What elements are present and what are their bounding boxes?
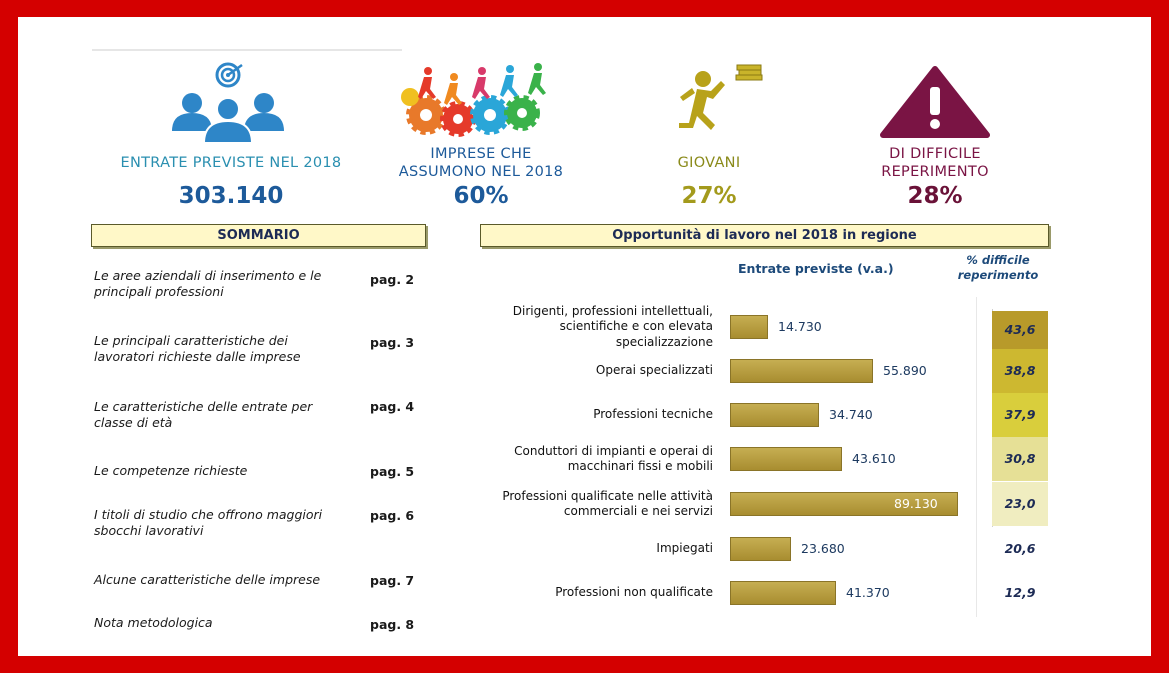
runner-books-icon [584, 57, 834, 145]
category-label: Dirigenti, professioni intellettuali, sci… [512, 303, 713, 349]
pct-cell: 37,9 [992, 393, 1048, 437]
warning-triangle-icon [810, 57, 1060, 145]
kpi-label: IMPRESE CHE ASSUMONO NEL 2018 [398, 146, 564, 180]
toc-item-page: pag. 5 [370, 464, 415, 479]
bar [730, 315, 768, 339]
kpi-label: GIOVANI [677, 155, 741, 171]
kpi-entrate-previste: ENTRATE PREVISTE NEL 2018 303.140 [106, 57, 356, 209]
gears-runners-icon [356, 57, 606, 145]
toc-item-title: Le competenze richieste [94, 463, 248, 478]
bar-value-label: 23.680 [801, 541, 845, 556]
kpi-value: 303.140 [178, 183, 284, 209]
bar [730, 447, 842, 471]
bar-value-label: 43.610 [852, 451, 896, 466]
kpi-imprese-assumono: IMPRESE CHE ASSUMONO NEL 2018 60% [356, 57, 606, 209]
toc-item-page: pag. 6 [370, 508, 415, 523]
toc-item-page: pag. 7 [370, 573, 415, 588]
value-column-header: Entrate previste (v.a.) [738, 261, 894, 276]
bar [730, 403, 819, 427]
pct-cell: 23,0 [992, 482, 1048, 526]
bar-value-label: 34.740 [829, 407, 873, 422]
toc-item-title: Le aree aziendali di inserimento e le pri… [94, 268, 322, 299]
category-label: Conduttori di impianti e operai di macchi… [514, 443, 713, 474]
grid-line [976, 297, 977, 617]
toc-item-page: pag. 8 [370, 617, 415, 632]
bar [730, 537, 791, 561]
pct-cell: 30,8 [992, 437, 1048, 481]
pct-cell: 12,9 [992, 571, 1048, 615]
top-divider [92, 49, 402, 51]
chart-title: Opportunità di lavoro nel 2018 in region… [480, 224, 1049, 247]
bar [730, 359, 873, 383]
people-target-icon [106, 57, 356, 145]
kpi-value: 28% [907, 183, 963, 209]
pct-cell: 38,8 [992, 349, 1048, 393]
bar-value-label: 89.130 [894, 496, 938, 511]
bar-value-label: 14.730 [778, 319, 822, 334]
bar [730, 492, 958, 516]
toc-item-page: pag. 4 [370, 399, 415, 414]
kpi-value: 27% [681, 183, 737, 209]
pct-column-header: % difficile reperimento [957, 253, 1039, 282]
bar-value-label: 55.890 [883, 363, 927, 378]
sommario-header: SOMMARIO [91, 224, 426, 247]
pct-cell: 43,6 [992, 311, 1048, 349]
toc-item-title: Alcune caratteristiche delle imprese [94, 572, 321, 587]
toc-item-title: Nota metodologica [94, 615, 213, 630]
toc-item-page: pag. 2 [370, 272, 415, 287]
category-label: Professioni tecniche [593, 407, 713, 422]
bar-value-label: 41.370 [846, 585, 890, 600]
kpi-value: 60% [453, 183, 509, 209]
kpi-label: ENTRATE PREVISTE NEL 2018 [120, 155, 342, 171]
toc-item-title: Le caratteristiche delle entrate per clas… [94, 399, 313, 430]
kpi-label: DI DIFFICILE REPERIMENTO [881, 146, 989, 180]
kpi-giovani: GIOVANI 27% [584, 57, 834, 209]
category-label: Professioni qualificate nelle attività co… [502, 488, 713, 519]
kpi-difficile-reperimento: DI DIFFICILE REPERIMENTO 28% [810, 57, 1060, 209]
toc-item-title: Le principali caratteristiche dei lavorat… [94, 333, 301, 364]
toc-item-page: pag. 3 [370, 335, 415, 350]
bar [730, 581, 836, 605]
category-label: Operai specializzati [595, 363, 713, 378]
category-label: Impiegati [656, 541, 713, 556]
infographic-page: ENTRATE PREVISTE NEL 2018 303.140 [18, 17, 1151, 656]
toc-item-title: I titoli di studio che offrono maggiori s… [94, 507, 323, 538]
category-label: Professioni non qualificate [555, 585, 713, 600]
pct-cell: 20,6 [992, 527, 1048, 571]
